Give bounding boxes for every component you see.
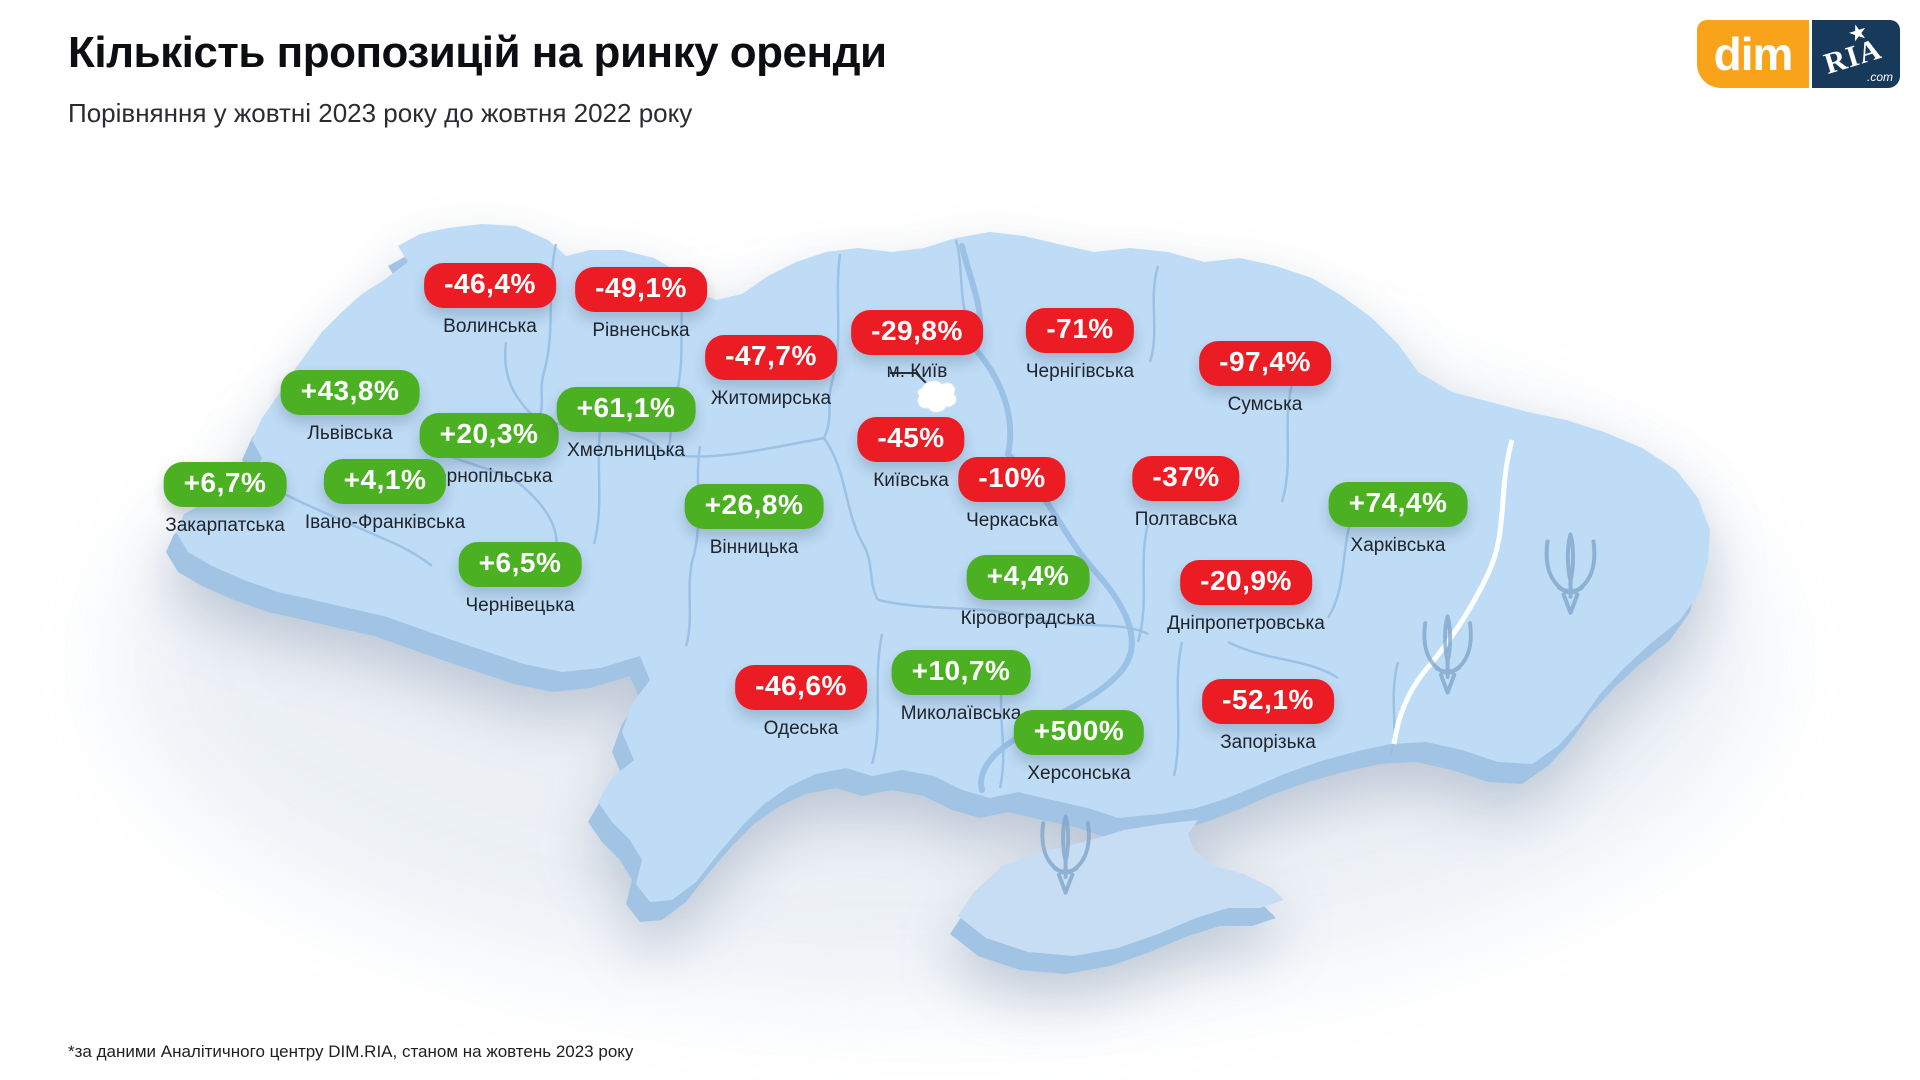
- region-label: Одеська: [763, 718, 839, 739]
- region-label: Черкаська: [966, 510, 1058, 531]
- region-ivano-frankivska: +4,1% Івано-Франківська: [305, 459, 465, 534]
- region-label: м. Київ: [886, 361, 948, 382]
- dim-logo-box: dim: [1697, 20, 1809, 88]
- region-kirovohradska: +4,4% Кіровоградська: [960, 555, 1096, 630]
- region-badge: -45%: [857, 417, 965, 462]
- region-cherkaska: -10% Черкаська: [958, 457, 1066, 532]
- region-label: Київська: [873, 470, 949, 491]
- region-badge: +26,8%: [684, 484, 824, 529]
- region-badge: -20,9%: [1180, 560, 1312, 605]
- region-chernihivska: -71% Чернігівська: [1026, 308, 1134, 383]
- region-label: Рівненська: [592, 320, 690, 341]
- region-label: Вінницька: [709, 537, 799, 558]
- region-kyivska: -45% Київська: [857, 417, 965, 492]
- region-kharkivska: +74,4% Харківська: [1328, 482, 1468, 557]
- crimea-shape: [958, 820, 1284, 956]
- region-badge: -46,6%: [735, 665, 867, 710]
- dim-logo-text: dim: [1713, 28, 1794, 80]
- region-badge: -46,4%: [424, 263, 556, 308]
- region-badge: +74,4%: [1328, 482, 1468, 527]
- region-badge: +4,1%: [323, 459, 447, 504]
- region-odeska: -46,6% Одеська: [735, 665, 867, 740]
- ria-com-text: .com: [1866, 70, 1893, 84]
- page-subtitle: Порівняння у жовтні 2023 року до жовтня …: [68, 98, 693, 128]
- ukraine-mainland-shape: [176, 224, 1710, 902]
- region-badge: -37%: [1132, 456, 1240, 501]
- page-title: Кількість пропозицій на ринку оренди: [68, 28, 887, 77]
- region-dnipropetrovska: -20,9% Дніпропетровська: [1167, 560, 1325, 635]
- region-badge: -71%: [1026, 308, 1134, 353]
- region-lvivska: +43,8% Львівська: [280, 370, 420, 445]
- region-label: Житомирська: [710, 388, 832, 409]
- region-zhytomyrska: -47,7% Житомирська: [705, 335, 837, 410]
- region-zakarpatska: +6,7% Закарпатська: [163, 462, 287, 537]
- region-chernivetska: +6,5% Чернівецька: [458, 542, 582, 617]
- region-poltavska: -37% Полтавська: [1132, 456, 1240, 531]
- region-badge: -49,1%: [575, 267, 707, 312]
- region-label: Закарпатська: [165, 515, 285, 536]
- region-label: Миколаївська: [900, 703, 1022, 724]
- region-badge: -97,4%: [1199, 341, 1331, 386]
- region-zaporizka: -52,1% Запорізька: [1202, 679, 1334, 754]
- region-badge: +43,8%: [280, 370, 420, 415]
- region-khersonska: +500% Херсонська: [1013, 710, 1145, 785]
- region-badge: +6,5%: [458, 542, 582, 587]
- region-badge: -47,7%: [705, 335, 837, 380]
- region-kyiv-city: -29,8% м. Київ: [851, 310, 983, 383]
- region-badge: +20,3%: [419, 413, 559, 458]
- region-label: Івано-Франківська: [304, 512, 466, 533]
- region-label: Хмельницька: [567, 440, 685, 461]
- region-badge: +4,4%: [966, 555, 1090, 600]
- region-badge: +10,7%: [891, 650, 1031, 695]
- region-label: Полтавська: [1134, 509, 1238, 530]
- region-badge: +61,1%: [556, 387, 696, 432]
- region-label: Харківська: [1350, 535, 1446, 556]
- ria-logo-box: ★ RIA .com: [1812, 20, 1900, 88]
- region-badge: -52,1%: [1202, 679, 1334, 724]
- region-label: Чернівецька: [465, 595, 575, 616]
- region-badge: -29,8%: [851, 310, 983, 355]
- region-label: Волинська: [443, 316, 537, 337]
- footnote: *за даними Аналітичного центру DIM.RIA, …: [68, 1042, 634, 1061]
- region-label: Львівська: [307, 423, 393, 444]
- region-ternopilska: +20,3% Тернопільська: [419, 413, 559, 488]
- luhansk-gap: [1391, 439, 1515, 745]
- region-label: Дніпропетровська: [1167, 613, 1325, 634]
- region-volynska: -46,4% Волинська: [424, 263, 556, 338]
- region-rivnenska: -49,1% Рівненська: [575, 267, 707, 342]
- region-badge: +500%: [1013, 710, 1145, 755]
- region-label: Запорізька: [1220, 732, 1316, 753]
- kyiv-pointer-line: [890, 372, 931, 388]
- region-vinnytska: +26,8% Вінницька: [684, 484, 824, 559]
- region-badge: +6,7%: [163, 462, 287, 507]
- region-label: Херсонська: [1027, 763, 1131, 784]
- region-khmelnytska: +61,1% Хмельницька: [556, 387, 696, 462]
- region-mykolaivska: +10,7% Миколаївська: [891, 650, 1031, 725]
- region-label: Кіровоградська: [960, 608, 1096, 629]
- region-label: Чернігівська: [1025, 361, 1135, 382]
- region-badge: -10%: [958, 457, 1066, 502]
- region-label: Сумська: [1227, 394, 1303, 415]
- region-sumska: -97,4% Сумська: [1199, 341, 1331, 416]
- dim-ria-logo: dim ★ RIA .com: [1697, 20, 1900, 88]
- region-label: Тернопільська: [425, 466, 553, 487]
- kyiv-city-shape: [917, 380, 957, 413]
